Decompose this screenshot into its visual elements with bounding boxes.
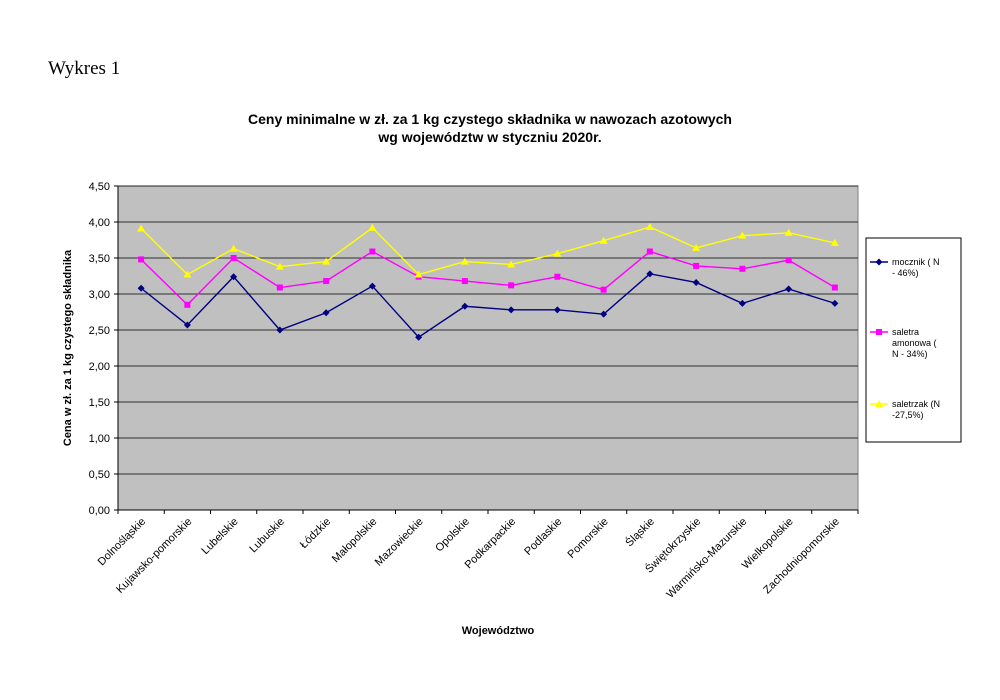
data-point bbox=[276, 326, 284, 334]
data-point bbox=[507, 260, 516, 268]
data-point bbox=[646, 270, 654, 278]
data-point bbox=[461, 302, 469, 310]
data-point bbox=[276, 284, 283, 291]
data-point bbox=[322, 309, 330, 317]
data-point bbox=[600, 310, 608, 318]
y-tick-label: 3,00 bbox=[89, 289, 110, 301]
data-point bbox=[646, 248, 653, 255]
data-point bbox=[323, 278, 330, 285]
data-point bbox=[230, 255, 237, 261]
x-tick-label: Podlaskie bbox=[522, 516, 564, 558]
series-line bbox=[140, 250, 836, 306]
data-point bbox=[784, 228, 793, 236]
data-point bbox=[414, 270, 423, 278]
x-tick-label: Pomorskie bbox=[566, 516, 611, 561]
data-point bbox=[183, 270, 192, 278]
chart-title-line-1: Ceny minimalne w zł. za 1 kg czystego sk… bbox=[248, 111, 732, 127]
legend-label: amonowa ( bbox=[892, 338, 937, 348]
data-point bbox=[229, 244, 238, 252]
x-tick-label: Opolskie bbox=[433, 516, 472, 555]
series-line bbox=[140, 226, 836, 276]
legend-label: saletrzak (N bbox=[892, 399, 940, 409]
y-tick-label: 0,50 bbox=[89, 469, 110, 481]
data-point bbox=[831, 284, 838, 291]
x-tick-label: Zachodniopomorskie bbox=[761, 516, 842, 597]
x-tick-label: Mazowieckie bbox=[373, 516, 426, 569]
legend-label: mocznik ( N bbox=[892, 257, 940, 267]
series-line bbox=[140, 273, 836, 339]
data-point bbox=[137, 284, 145, 292]
legend-label: saletra bbox=[892, 327, 919, 337]
legend-entry: saletrzak (N-27,5%) bbox=[870, 399, 940, 420]
data-point bbox=[738, 299, 746, 307]
data-point bbox=[553, 249, 562, 257]
legend-marker bbox=[875, 258, 883, 266]
y-tick-label: 1,50 bbox=[89, 397, 110, 409]
y-axis-title: Cena w zł. za 1 kg czystego składnika bbox=[62, 249, 74, 446]
series-1 bbox=[137, 270, 839, 341]
data-point bbox=[369, 248, 376, 255]
data-point bbox=[692, 243, 701, 251]
x-tick-label: Łódzkie bbox=[298, 516, 333, 551]
figure-label: Wykres 1 bbox=[48, 58, 121, 79]
data-point bbox=[785, 285, 793, 293]
data-point bbox=[368, 282, 376, 290]
data-point bbox=[184, 301, 191, 308]
x-tick-label: Warmińsko-Mazurskie bbox=[664, 516, 749, 601]
data-point bbox=[645, 223, 654, 231]
y-tick-label: 1,00 bbox=[89, 433, 110, 445]
data-point bbox=[739, 265, 746, 272]
legend-marker bbox=[876, 329, 882, 335]
y-tick-label: 3,50 bbox=[89, 253, 110, 265]
y-tick-label: 4,50 bbox=[89, 181, 110, 193]
data-point bbox=[183, 321, 191, 329]
data-point bbox=[415, 333, 423, 341]
data-point bbox=[230, 273, 238, 281]
data-point bbox=[137, 224, 146, 232]
data-point bbox=[138, 256, 145, 263]
x-tick-label: Małopolskie bbox=[330, 516, 380, 566]
legend-entry: mocznik ( N- 46%) bbox=[870, 257, 940, 278]
chart-title: Ceny minimalne w zł. za 1 kg czystego sk… bbox=[160, 110, 820, 146]
x-tick-label: Lubelskie bbox=[199, 516, 240, 557]
data-point bbox=[554, 273, 561, 280]
y-tick-label: 2,00 bbox=[89, 361, 110, 373]
legend-marker bbox=[875, 400, 883, 407]
data-point bbox=[507, 306, 515, 314]
data-point bbox=[553, 306, 561, 314]
data-point bbox=[368, 223, 377, 231]
data-point bbox=[461, 278, 468, 285]
y-tick-label: 0,00 bbox=[89, 505, 110, 517]
series-3 bbox=[137, 223, 839, 278]
data-point bbox=[738, 231, 747, 239]
data-point bbox=[508, 282, 515, 289]
x-axis-title: Województwo bbox=[462, 625, 535, 637]
y-tick-label: 2,50 bbox=[89, 325, 110, 337]
x-tick-label: Kujawsko-pomorskie bbox=[114, 516, 194, 596]
data-point bbox=[275, 262, 284, 270]
data-point bbox=[599, 236, 608, 244]
data-point bbox=[830, 238, 839, 246]
data-point bbox=[785, 257, 792, 264]
legend-label: N - 34%) bbox=[892, 349, 928, 359]
data-point bbox=[322, 257, 331, 265]
legend-box bbox=[865, 237, 962, 443]
data-point bbox=[460, 257, 469, 265]
x-tick-label: Lubuskie bbox=[247, 516, 287, 556]
y-tick-label: 4,00 bbox=[89, 217, 110, 229]
plot-area bbox=[117, 185, 859, 511]
chart-title-line-2: wg województw w styczniu 2020r. bbox=[378, 129, 602, 145]
x-tick-label: Śląskie bbox=[623, 515, 657, 549]
data-point bbox=[831, 299, 839, 307]
data-point bbox=[692, 278, 700, 286]
data-point bbox=[600, 286, 607, 293]
legend-label: -27,5%) bbox=[892, 410, 924, 420]
data-point bbox=[693, 262, 700, 269]
legend-label: - 46%) bbox=[892, 268, 919, 278]
